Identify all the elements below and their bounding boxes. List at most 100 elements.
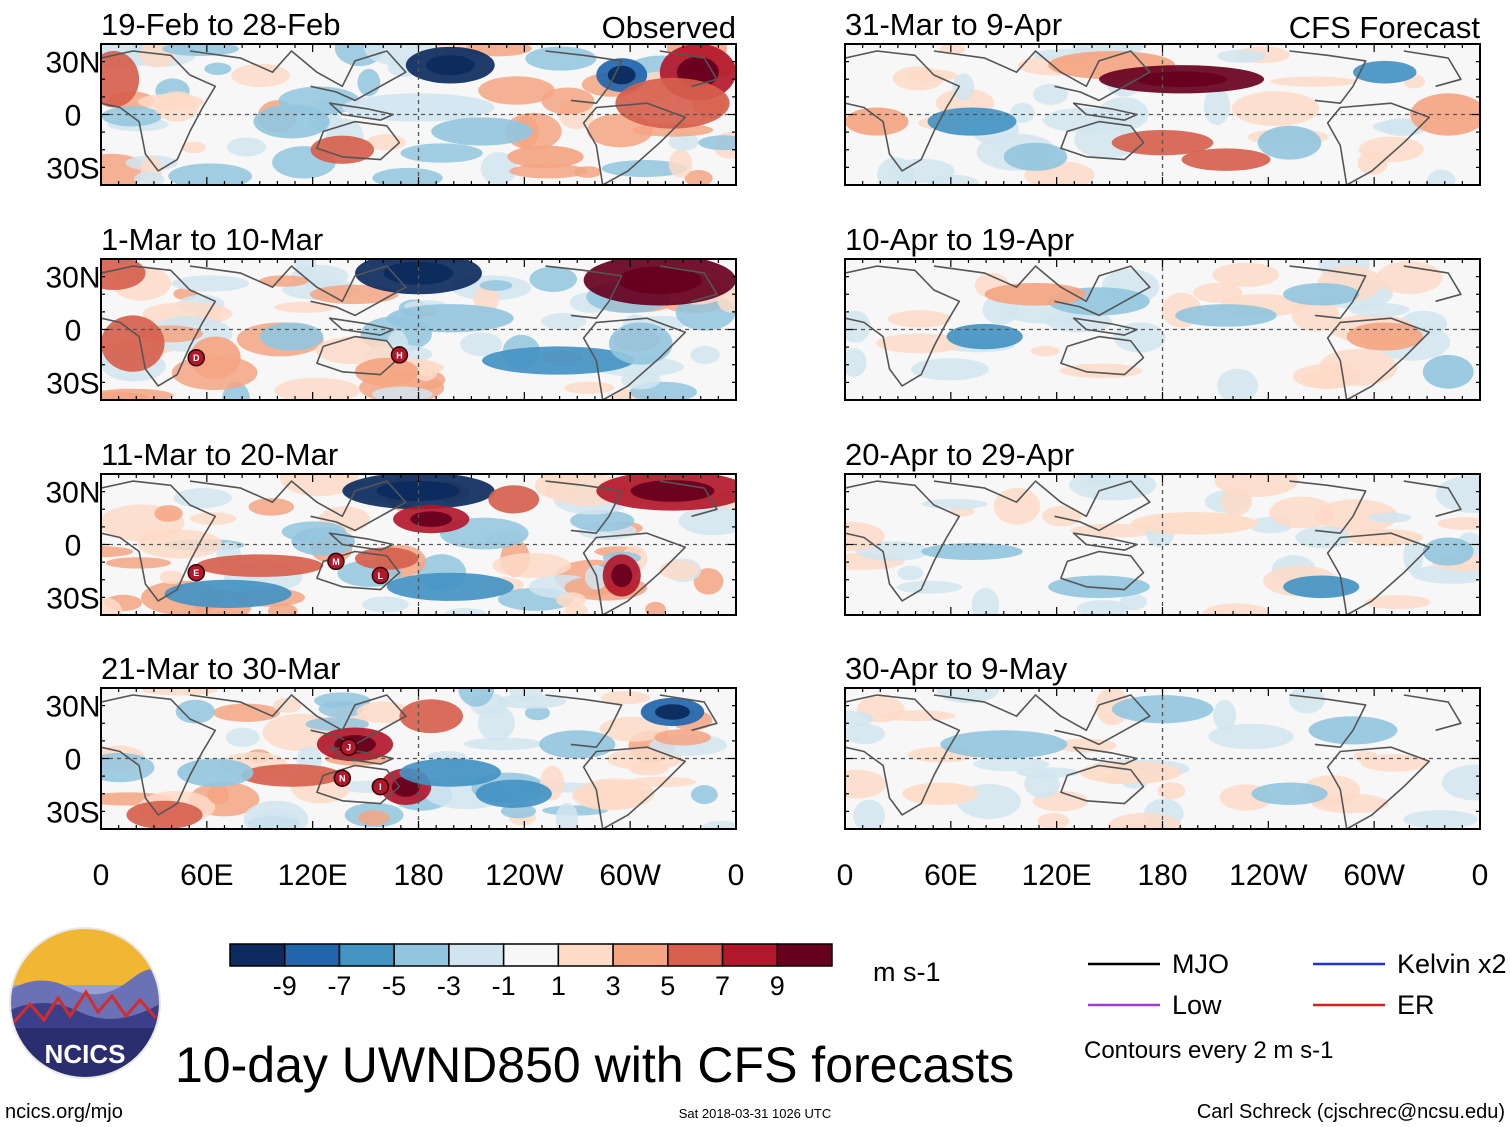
x-tick-label: 0: [93, 859, 110, 892]
anomaly-patch: [372, 386, 433, 400]
panel-title: 1-Mar to 10-Mar: [101, 222, 323, 257]
anomaly-patch: [212, 703, 281, 722]
coastline: [316, 120, 401, 161]
anomaly-patch: [1045, 310, 1113, 333]
coastline: [316, 550, 401, 591]
anomaly-patch: [1231, 91, 1320, 127]
anomaly-patch: [463, 737, 543, 751]
anomaly-patch: [1157, 782, 1186, 800]
coastline: [545, 265, 623, 319]
map-panel: 19-Feb to 28-Feb Observed 30N 0 30S: [45, 7, 737, 186]
svg-text:E: E: [193, 568, 199, 578]
anomaly-blob: [482, 346, 635, 375]
y-tick-label: 30N: [45, 477, 100, 510]
colorbar-tick-label: -5: [382, 971, 406, 1001]
coastline: [1072, 102, 1138, 121]
anomaly-patch: [372, 167, 443, 185]
anomaly-patch: [154, 505, 183, 522]
anomaly-patch: [1314, 499, 1398, 533]
anomaly-patch: [875, 333, 965, 354]
coastline: [582, 532, 686, 615]
anomaly-patch: [101, 546, 134, 558]
anomaly-patch: [274, 301, 336, 313]
coastline: [1072, 746, 1138, 765]
contour-note: Contours every 2 m s-1: [1084, 1037, 1333, 1064]
anomaly-core: [410, 511, 453, 527]
anomaly-patch: [226, 137, 267, 157]
panel-source-label: Observed: [602, 10, 736, 45]
coastline: [545, 694, 623, 748]
coastline: [101, 50, 217, 172]
anomaly-patch: [142, 688, 218, 696]
anomaly-patch: [159, 570, 184, 585]
anomaly-patch: [897, 565, 924, 581]
anomaly-core: [617, 266, 702, 295]
colorbar-tick-label: 9: [770, 971, 785, 1001]
panel-title: 10-Apr to 19-Apr: [845, 222, 1074, 257]
coastline: [659, 480, 718, 518]
storm-marker: H: [390, 346, 409, 364]
coastline: [845, 694, 961, 816]
anomaly-patch: [599, 716, 669, 742]
y-tick-label: 30S: [46, 152, 99, 185]
legend: MJO Kelvin x2 Low ER Contours every 2 m s-1: [1084, 949, 1507, 1064]
x-tick-label: 60W: [1343, 859, 1405, 892]
anomaly-patch: [1217, 49, 1266, 63]
anomaly-patch: [1302, 370, 1352, 389]
panel-title: 21-Mar to 30-Mar: [101, 651, 340, 686]
anomaly-patch: [1042, 107, 1127, 133]
colorbar-swatch: [776, 943, 833, 967]
anomaly-patch: [668, 149, 693, 178]
anomaly-patch: [1403, 537, 1424, 574]
anomaly-patch: [570, 509, 635, 532]
anomaly-patch: [1212, 262, 1280, 287]
storm-marker: E: [187, 563, 205, 582]
x-tick-label: 120W: [485, 859, 564, 892]
anomaly-blob: [940, 730, 1068, 759]
anomaly-blob: [1353, 60, 1417, 84]
anomaly-patch: [357, 810, 390, 826]
anomaly-patch: [175, 699, 215, 724]
colorbar-swatch: [667, 943, 724, 967]
anomaly-patch: [1357, 150, 1388, 175]
coastline: [933, 694, 1151, 746]
coastline: [1326, 102, 1430, 185]
anomaly-blob: [1251, 782, 1328, 806]
panel-source-label: CFS Forecast: [1289, 10, 1481, 45]
colorbar-tick-label: 1: [551, 971, 566, 1001]
anomaly-patch: [444, 608, 487, 615]
anomaly-blob: [399, 699, 463, 734]
anomaly-patch: [1269, 76, 1357, 87]
anomaly-patch: [509, 163, 588, 179]
colorbar-tick-label: 3: [606, 971, 621, 1001]
anomaly-patch: [1295, 526, 1352, 549]
anomaly-patch: [137, 93, 204, 110]
coastline: [845, 50, 961, 172]
anomaly-blob: [189, 336, 241, 379]
anomaly-blob: [1422, 354, 1474, 389]
anomaly-patch: [556, 592, 586, 608]
anomaly-blob: [355, 547, 419, 570]
coastline: [582, 102, 686, 185]
colorbar-swatch: [612, 943, 669, 967]
anomaly-patch: [690, 345, 720, 365]
anomaly-blob: [921, 543, 1023, 561]
anomaly-patch: [318, 700, 364, 718]
anomaly-blob: [177, 758, 254, 787]
coastline: [189, 265, 407, 317]
coastline: [1326, 532, 1430, 615]
anomaly-patch: [274, 377, 360, 400]
anomaly-blob: [386, 572, 514, 601]
coastline: [1060, 335, 1145, 376]
map-panels: 19-Feb to 28-Feb Observed 30N 0 30S D H 1-Mar t…: [45, 7, 1481, 830]
anomaly-blob: [1283, 575, 1360, 599]
anomaly-patch: [1365, 595, 1431, 610]
anomaly-patch: [309, 284, 399, 305]
coastline: [1289, 50, 1367, 104]
anomaly-blob: [259, 322, 324, 351]
anomaly-blob: [164, 579, 292, 608]
anomaly-blob: [1346, 528, 1423, 546]
anomaly-blob: [615, 77, 730, 129]
anomaly-patch: [845, 310, 871, 343]
x-tick-label: 120E: [1022, 859, 1092, 892]
